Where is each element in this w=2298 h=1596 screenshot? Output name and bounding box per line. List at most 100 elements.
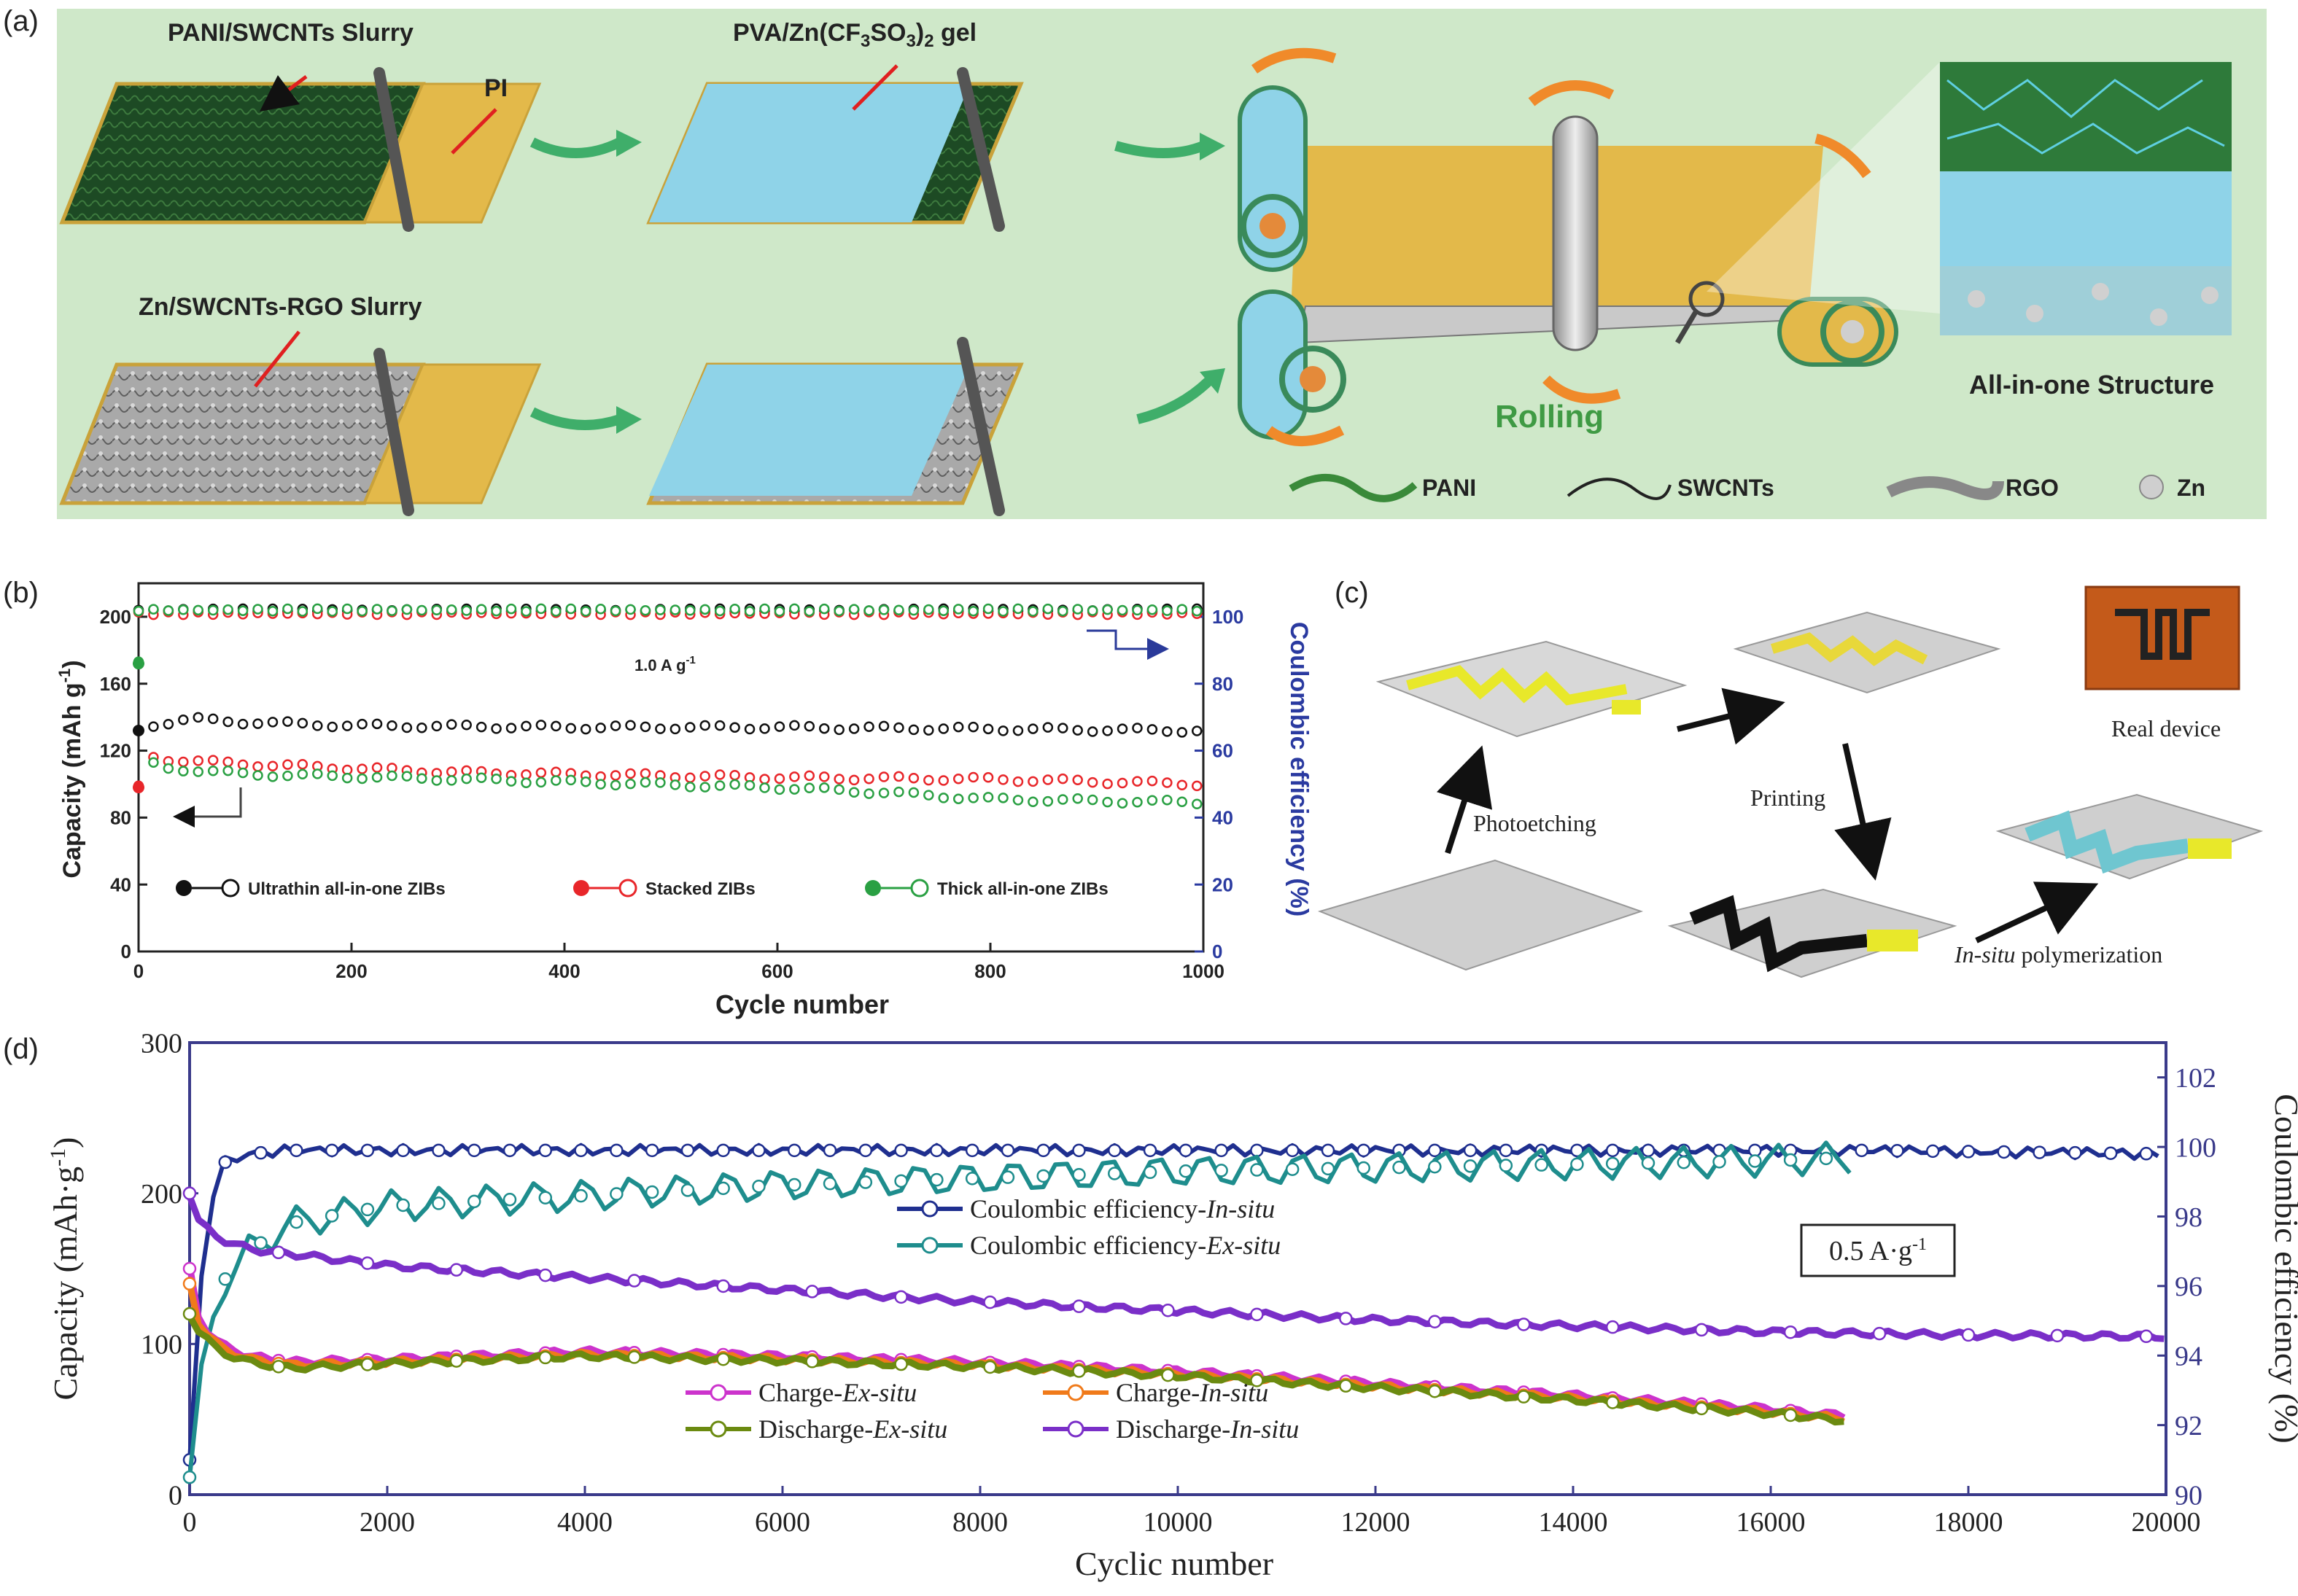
series-marker xyxy=(805,1285,819,1299)
panel-d: (d) 0 2000 4000 6000 8000 10000 12000 14000 1600… xyxy=(3,1028,2298,1582)
y2-tick-label: 80 xyxy=(1212,673,1233,695)
series-marker xyxy=(432,1143,446,1158)
y-tick-label: 100 xyxy=(141,1330,182,1361)
legend-d-label: Charge-In-situ xyxy=(1116,1378,1268,1407)
series-marker xyxy=(1214,1164,1228,1177)
series-marker xyxy=(1694,1323,1709,1337)
capacity-point xyxy=(1072,774,1083,786)
series-marker xyxy=(823,1143,837,1158)
x-tick-label: 12000 xyxy=(1341,1507,1410,1538)
capacity-point xyxy=(952,721,964,733)
xlabel-d: Cyclic number xyxy=(1075,1545,1273,1582)
series-marker xyxy=(627,1274,641,1288)
y-tick-label: 160 xyxy=(100,673,131,695)
efficiency-point xyxy=(1042,603,1054,615)
efficiency-point xyxy=(595,604,606,615)
series-marker xyxy=(1694,1401,1709,1416)
capacity-point xyxy=(729,722,740,733)
capacity-point xyxy=(1162,795,1173,806)
legend-d-marker xyxy=(921,1237,939,1254)
ylabel-d: Capacity (mAh·g-1) xyxy=(46,1137,84,1401)
series-d-2 xyxy=(182,1261,1846,1421)
capacity-point xyxy=(714,720,726,731)
series-marker xyxy=(182,1261,197,1276)
real-device-electrode xyxy=(2115,609,2210,660)
capacity-point xyxy=(222,716,233,728)
series-d-0 xyxy=(182,1142,2159,1467)
series-marker xyxy=(360,1358,375,1371)
efficiency-point xyxy=(371,604,383,615)
y2-tick-label: 40 xyxy=(1212,806,1233,828)
series-marker xyxy=(2103,1146,2118,1160)
efficiency-point xyxy=(1191,605,1203,617)
efficiency-point xyxy=(908,604,920,616)
legend-d-marker xyxy=(921,1200,939,1218)
capacity-point xyxy=(535,720,547,731)
series-marker xyxy=(752,1143,766,1158)
series-marker xyxy=(396,1198,410,1212)
efficiency-point xyxy=(327,606,338,617)
process-arrow-4 xyxy=(1136,375,1214,424)
series-marker xyxy=(182,1307,197,1321)
capacity-point xyxy=(148,721,159,732)
y-tick-label: 80 xyxy=(110,806,131,828)
capacity-point xyxy=(1028,723,1039,734)
series-marker xyxy=(716,1352,730,1366)
capacity-first-point xyxy=(133,725,144,736)
capacity-point xyxy=(416,722,427,733)
capacity-point xyxy=(371,771,383,783)
efficiency-point xyxy=(580,606,591,617)
capacity-point xyxy=(551,775,562,786)
capacity-point xyxy=(282,716,293,727)
annotation-b: 1.0 A g-1 xyxy=(634,654,696,674)
plot-frame-b xyxy=(137,582,1205,953)
series-marker xyxy=(983,1295,997,1309)
series-line xyxy=(187,1142,2159,1460)
legend-d-entry: Coulombic efficiency-Ex-situ xyxy=(897,1231,1281,1260)
capacity-point xyxy=(1028,796,1039,807)
series-marker xyxy=(930,1172,944,1187)
capacity-point xyxy=(759,782,770,793)
legend-d-entry: Discharge-In-situ xyxy=(1043,1414,1299,1444)
capacity-point xyxy=(1132,723,1143,733)
efficiency-point xyxy=(446,604,457,615)
panel-a-label: (a) xyxy=(3,5,39,37)
series-marker xyxy=(1108,1167,1122,1180)
series-marker xyxy=(1321,1143,1335,1158)
series-marker xyxy=(1001,1143,1015,1158)
capacity-point xyxy=(1146,795,1158,806)
series-marker xyxy=(254,1236,268,1250)
capacity-point xyxy=(1117,777,1128,789)
efficiency-point xyxy=(416,604,427,616)
legend-d: Coulombic efficiency-In-situ Coulombic ef… xyxy=(686,1194,1299,1444)
y2-tick-label: 102 xyxy=(2175,1063,2216,1094)
efficiency-point xyxy=(848,604,860,615)
capacity-point xyxy=(908,772,920,784)
x-tick-label: 20000 xyxy=(2132,1507,2201,1538)
capacity-first-point xyxy=(133,782,144,794)
interdigitated-electrode xyxy=(1406,665,1628,706)
capacity-point xyxy=(252,761,263,772)
capacity-point xyxy=(312,768,323,779)
capacity-point xyxy=(759,723,770,734)
series-marker xyxy=(1605,1143,1620,1158)
capacity-point xyxy=(863,773,874,785)
structure-swcnt-mesh xyxy=(1946,79,2225,155)
series-marker xyxy=(1428,1384,1442,1398)
process-arrow-1 xyxy=(529,137,623,158)
series-marker xyxy=(716,1181,730,1196)
process-arrow-2-head xyxy=(616,406,642,434)
y-tick-label: 300 xyxy=(141,1028,182,1059)
series-marker xyxy=(449,1263,464,1277)
pi-label: PI xyxy=(484,74,508,102)
y2label-b: Coulombic efficiency (%) xyxy=(1285,622,1313,916)
series-marker xyxy=(360,1256,375,1270)
capacity-point xyxy=(640,776,651,788)
photoetching-label: Photoetching xyxy=(1473,810,1596,836)
capacity-point xyxy=(521,777,532,789)
y-tick-label: 200 xyxy=(100,606,131,628)
capacity-point xyxy=(193,712,204,723)
efficiency-point xyxy=(1146,604,1158,615)
series-marker xyxy=(1356,1143,1370,1158)
capacity-point xyxy=(446,766,457,777)
